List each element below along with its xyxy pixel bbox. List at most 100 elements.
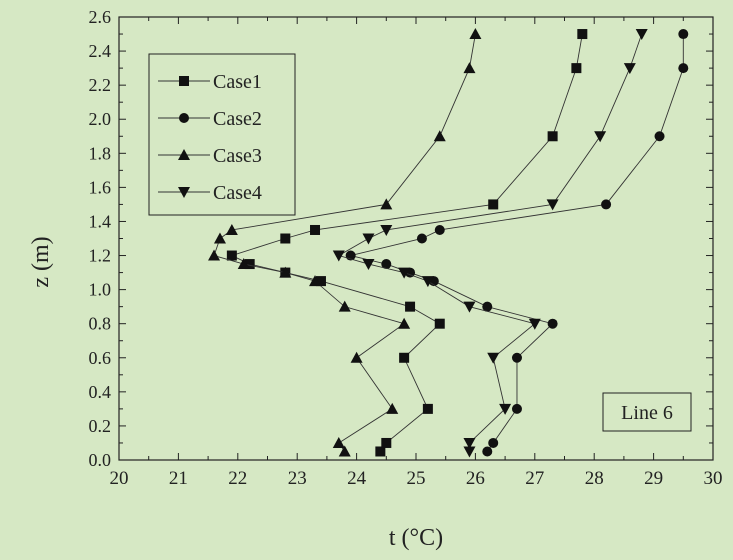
data-point-case3: [332, 436, 345, 448]
data-point-case3: [213, 232, 226, 244]
data-point-case3: [350, 351, 363, 363]
annotation-text: Line 6: [621, 402, 673, 424]
y-tick-label: 2.0: [89, 109, 112, 129]
y-tick-label: 0.2: [89, 416, 112, 436]
data-point-case1: [488, 199, 499, 210]
legend-item-case1: Case1: [158, 71, 262, 93]
legend: Case1 Case2 Case3 Case4: [148, 53, 296, 216]
data-point-case3: [338, 445, 351, 457]
x-tick-label: 30: [704, 468, 723, 489]
data-point-case2: [678, 29, 689, 40]
data-point-case1: [226, 250, 237, 261]
y-tick-label: 1.0: [89, 280, 112, 300]
x-tick-label: 26: [466, 468, 485, 489]
legend-label: Case4: [213, 182, 262, 204]
data-point-case4: [362, 233, 375, 245]
y-tick-label: 0.6: [89, 348, 112, 368]
series-line-case1: [230, 33, 583, 452]
y-tick-label: 0.4: [89, 382, 112, 402]
data-point-case2: [654, 131, 665, 142]
legend-label: Case3: [213, 145, 262, 167]
legend-item-case3: Case3: [158, 145, 262, 167]
y-tick-label: 1.8: [89, 143, 112, 163]
data-point-case3: [386, 402, 399, 414]
x-tick-label: 23: [288, 468, 307, 489]
data-point-case4: [380, 224, 393, 236]
x-tick-label: 20: [110, 468, 129, 489]
y-tick-labels: 0.0 0.2 0.4 0.6 0.8 1.0 1.2 1.4 1.6 1.8 2.0 2.2 2.4 2…: [89, 7, 112, 470]
data-point-case4: [487, 352, 500, 364]
x-tick-labels: 20 21 22 23 24 25 26 27 28 29 30: [110, 468, 723, 489]
x-tick-label: 29: [644, 468, 663, 489]
data-point-case4: [398, 267, 411, 279]
series-line-case3: [213, 33, 476, 452]
data-point-case1: [434, 318, 445, 329]
data-point-case2: [482, 446, 493, 457]
y-tick-label: 2.2: [89, 75, 112, 95]
data-point-case1: [310, 224, 321, 235]
data-point-case1: [244, 259, 255, 270]
y-tick-label: 1.4: [89, 211, 112, 231]
y-tick-label: 0.0: [89, 450, 112, 470]
data-point-case3: [338, 300, 351, 312]
data-point-case2: [482, 301, 493, 312]
plot-area: [118, 16, 714, 461]
data-point-case4: [635, 29, 648, 41]
legend-item-case2: Case2: [158, 108, 262, 130]
y-tick-label: 1.2: [89, 246, 112, 266]
data-point-case2: [381, 259, 392, 270]
data-point-case2: [434, 224, 445, 235]
data-point-case1: [547, 131, 558, 142]
series-case2: [345, 29, 689, 457]
data-point-case4: [623, 63, 636, 75]
x-axis-label: t (°C): [389, 525, 443, 551]
data-point-case2: [547, 318, 558, 329]
data-point-case1: [280, 233, 291, 244]
data-point-case1: [422, 403, 433, 414]
x-tick-label: 21: [169, 468, 188, 489]
data-point-case3: [208, 249, 221, 261]
data-point-case4: [528, 318, 541, 330]
data-point-case4: [546, 199, 559, 211]
data-point-case3: [225, 223, 238, 235]
data-point-case4: [362, 259, 375, 271]
y-axis-label: z (m): [28, 236, 54, 287]
axis-ticks: [118, 16, 714, 461]
y-tick-label: 1.6: [89, 177, 112, 197]
data-point-case3: [469, 28, 482, 40]
series-layer: [208, 28, 689, 458]
data-point-case1: [375, 446, 386, 457]
data-point-case4: [421, 276, 434, 288]
data-point-case3: [433, 130, 446, 142]
data-point-case4: [463, 437, 476, 449]
data-point-case1: [577, 29, 588, 40]
data-point-case3: [398, 317, 411, 329]
data-point-case4: [332, 250, 345, 262]
legend-label: Case1: [213, 71, 262, 93]
data-point-case1: [571, 63, 582, 74]
series-case4: [332, 29, 648, 458]
legend-label: Case2: [213, 108, 262, 130]
data-point-case4: [463, 301, 476, 313]
annotation-box: Line 6: [602, 392, 692, 432]
data-point-case1: [381, 437, 392, 448]
data-point-case1: [399, 352, 410, 363]
data-point-case2: [601, 199, 612, 210]
data-point-case4: [499, 403, 512, 415]
x-tick-label: 27: [525, 468, 544, 489]
data-point-case3: [279, 266, 292, 278]
x-tick-label: 28: [585, 468, 604, 489]
data-point-case1: [405, 301, 416, 312]
legend-marker-case2: [179, 113, 189, 123]
legend-marker-case1: [179, 76, 189, 86]
legend-item-case4: Case4: [158, 182, 262, 204]
y-tick-label: 2.4: [89, 41, 112, 61]
legend-marker-case4: [178, 187, 190, 198]
data-point-case2: [511, 352, 522, 363]
data-point-case2: [416, 233, 427, 244]
data-point-case4: [594, 131, 607, 143]
legend-marker-case3: [178, 149, 190, 160]
x-tick-label: 24: [347, 468, 367, 489]
data-point-case3: [463, 62, 476, 74]
